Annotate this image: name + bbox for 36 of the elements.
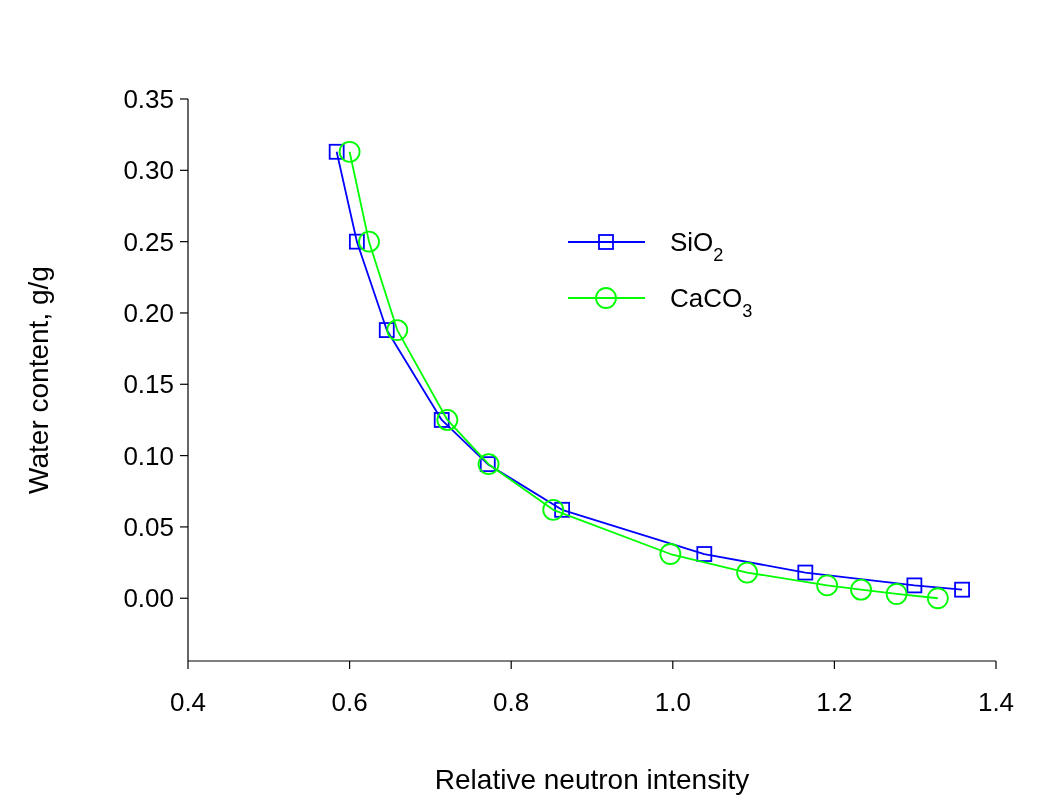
y-tick-label: 0.30	[123, 155, 174, 186]
x-tick-label: 1.4	[977, 687, 1015, 717]
point	[358, 230, 380, 253]
point	[954, 581, 970, 598]
y-tick-label: 0.20	[123, 298, 174, 329]
x-tick-label: 0.8	[493, 687, 530, 717]
x-tick-label: 0.4	[169, 687, 207, 717]
y-tick-label: 0.35	[123, 84, 174, 115]
x-tick-label: 1.2	[816, 687, 853, 717]
point	[386, 319, 409, 341]
point	[542, 498, 565, 521]
y-axis-title: Water content, g/g	[23, 266, 54, 494]
y-tick-label: 0.15	[123, 369, 174, 400]
x-tick-label: 1.0	[654, 687, 691, 717]
y-tick-label: 0.25	[123, 226, 174, 257]
x-tick-label: 0.6	[331, 687, 368, 717]
point	[797, 564, 814, 581]
y-tick-label: 0.05	[123, 512, 174, 543]
point	[659, 543, 682, 565]
point	[906, 577, 923, 594]
point	[736, 561, 759, 584]
x-axis-title: Relative neutron intensity	[434, 764, 750, 795]
point	[378, 322, 395, 338]
point	[348, 233, 365, 250]
y-tick-label: 0.00	[123, 583, 174, 614]
point	[885, 583, 908, 605]
point	[696, 546, 713, 562]
legend-label: SiO$_{2}$	[670, 227, 724, 266]
point	[926, 587, 949, 610]
point	[816, 574, 839, 597]
point	[850, 578, 872, 601]
legend-label: CaCO$_{3}$	[670, 283, 753, 322]
point	[338, 140, 361, 163]
point	[436, 409, 459, 431]
point	[328, 143, 345, 160]
y-tick-label: 0.10	[123, 440, 174, 471]
